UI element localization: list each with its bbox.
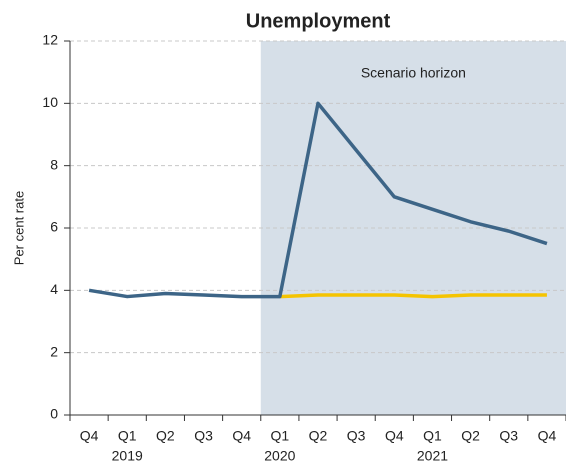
y-tick-label: 8	[50, 156, 58, 172]
x-tick-label: Q4	[80, 428, 99, 444]
x-tick-label: Q4	[232, 428, 251, 444]
x-tick-label: Q3	[347, 428, 366, 444]
x-tick-label: Q1	[423, 428, 442, 444]
y-axis-label: Per cent rate	[11, 191, 26, 265]
x-tick-label: Q2	[156, 428, 175, 444]
y-tick-label: 10	[42, 94, 58, 110]
x-tick-label: Q3	[499, 428, 518, 444]
year-label: 2020	[264, 448, 295, 464]
x-tick-label: Q1	[118, 428, 137, 444]
x-tick-label: Q2	[309, 428, 328, 444]
x-tick-label: Q1	[271, 428, 290, 444]
series-line	[88, 101, 548, 299]
y-tick-label: 2	[50, 343, 58, 359]
chart-title: Unemployment	[246, 10, 391, 32]
year-label: 2019	[112, 448, 143, 464]
y-tick-label: 0	[50, 406, 58, 422]
y-tick-label: 12	[42, 32, 58, 48]
x-tick-label: Q3	[194, 428, 213, 444]
annotation: Scenario horizon	[361, 65, 466, 81]
x-tick-label: Q4	[385, 428, 404, 444]
x-tick-label: Q4	[538, 428, 557, 444]
y-tick-label: 6	[50, 219, 58, 235]
y-tick-label: 4	[50, 281, 58, 297]
year-label: 2021	[417, 448, 448, 464]
series-line	[279, 293, 547, 299]
x-tick-label: Q2	[461, 428, 480, 444]
